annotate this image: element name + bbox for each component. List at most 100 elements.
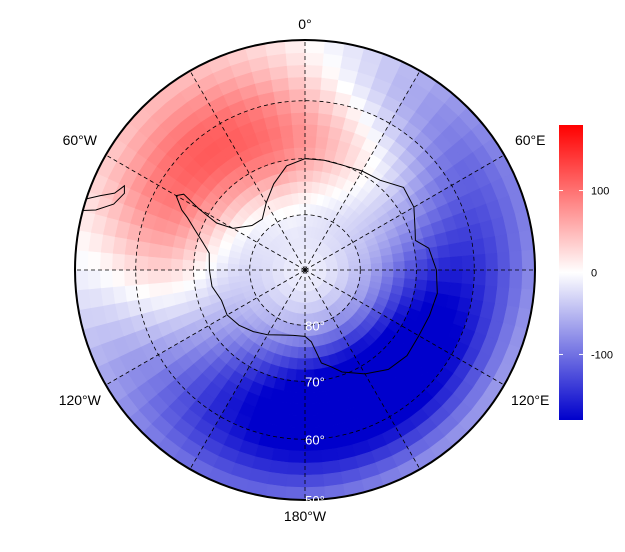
field-cell	[415, 258, 429, 271]
field-cell	[159, 244, 174, 259]
latitude-label: 80°	[305, 318, 325, 333]
field-cell	[147, 269, 161, 285]
field-cell	[485, 269, 499, 288]
meridian-line	[189, 70, 306, 271]
field-cell	[135, 269, 149, 286]
field-cell	[299, 214, 306, 227]
field-cell	[436, 244, 451, 259]
field-cell	[448, 242, 463, 258]
field-cell	[277, 413, 293, 428]
antarctica-coastline	[82, 158, 438, 375]
field-cell	[449, 255, 463, 271]
field-cell	[289, 100, 306, 114]
field-cell	[111, 252, 125, 271]
field-cell	[290, 112, 306, 126]
field-cell	[304, 88, 322, 102]
field-cell	[304, 302, 310, 315]
field-cell	[291, 123, 306, 137]
field-cell	[427, 269, 440, 283]
field-cell	[87, 250, 101, 271]
field-cell	[99, 269, 113, 289]
field-cell	[304, 64, 324, 78]
graticule	[75, 40, 535, 500]
field-cell	[281, 135, 295, 150]
field-cell	[403, 250, 417, 262]
field-cell	[392, 252, 406, 263]
field-cell	[215, 261, 229, 271]
field-cell	[521, 249, 535, 271]
field-cell	[370, 262, 383, 271]
field-cell	[359, 263, 372, 271]
field-cell	[297, 192, 306, 205]
field-cell	[393, 269, 406, 280]
field-cell	[448, 282, 463, 298]
field-cell	[436, 281, 451, 296]
longitude-labels: 0° 60°W 60°E 120°W 120°E 180°W	[59, 16, 550, 524]
field-cell	[292, 135, 306, 148]
field-cell	[279, 401, 294, 416]
field-cell	[170, 257, 183, 271]
field-cell	[438, 269, 452, 284]
field-cell	[286, 462, 306, 476]
colorbar-tick-label: 0	[591, 268, 597, 280]
field-cell	[459, 283, 475, 300]
field-cell	[415, 269, 429, 282]
field-cell	[288, 438, 306, 452]
field-cell	[193, 269, 206, 281]
field-cell	[304, 100, 321, 114]
meridian-line	[304, 70, 421, 271]
field-cell	[438, 256, 452, 271]
field-cell	[204, 260, 217, 271]
field-cell	[135, 283, 151, 300]
field-cell	[170, 269, 183, 283]
field-cell	[304, 450, 323, 464]
field-cell	[75, 248, 77, 271]
colorbar-ticks: 100 0 -100	[559, 186, 613, 361]
field-cell	[461, 269, 475, 286]
colorbar: 100 0 -100	[559, 125, 613, 420]
field-cell	[509, 269, 523, 290]
field-cell	[87, 269, 101, 290]
longitude-label: 60°E	[515, 132, 546, 148]
field-cell	[304, 135, 318, 148]
field-cell	[182, 279, 196, 292]
field-cell	[404, 269, 417, 281]
field-cell	[459, 240, 475, 257]
field-cell	[318, 100, 335, 116]
field-cell	[293, 380, 306, 394]
field-cell	[111, 269, 125, 288]
field-cell	[293, 146, 306, 160]
field-cell	[316, 124, 331, 139]
field-cell	[315, 390, 329, 405]
field-cell	[135, 240, 151, 257]
field-cell	[170, 280, 185, 294]
field-cell	[193, 259, 206, 271]
latitude-label: 50°	[305, 493, 325, 508]
field-cell	[291, 403, 306, 417]
meridian-line	[304, 269, 421, 470]
field-cell	[312, 357, 323, 371]
longitude-label: 120°E	[511, 392, 549, 408]
field-cell	[304, 52, 325, 66]
field-cell	[277, 112, 293, 127]
field-cell	[294, 369, 306, 382]
field-cell	[304, 76, 323, 90]
field-cell	[304, 462, 324, 476]
field-cell	[158, 269, 172, 284]
parallel-circle	[193, 158, 417, 382]
field-cell	[283, 147, 296, 161]
field-cell	[461, 254, 475, 271]
field-cell	[289, 181, 299, 194]
field-cell	[147, 242, 162, 258]
field-cell	[284, 40, 306, 54]
field-cell	[337, 265, 350, 271]
field-cell	[348, 264, 361, 271]
field-cell	[260, 269, 273, 275]
field-cell	[304, 123, 319, 137]
colorbar-tick-label: -100	[591, 349, 613, 361]
field-cell	[304, 392, 318, 405]
field-cell	[215, 269, 229, 279]
field-cell	[181, 258, 195, 271]
colorbar-tick-label: 100	[591, 186, 609, 198]
